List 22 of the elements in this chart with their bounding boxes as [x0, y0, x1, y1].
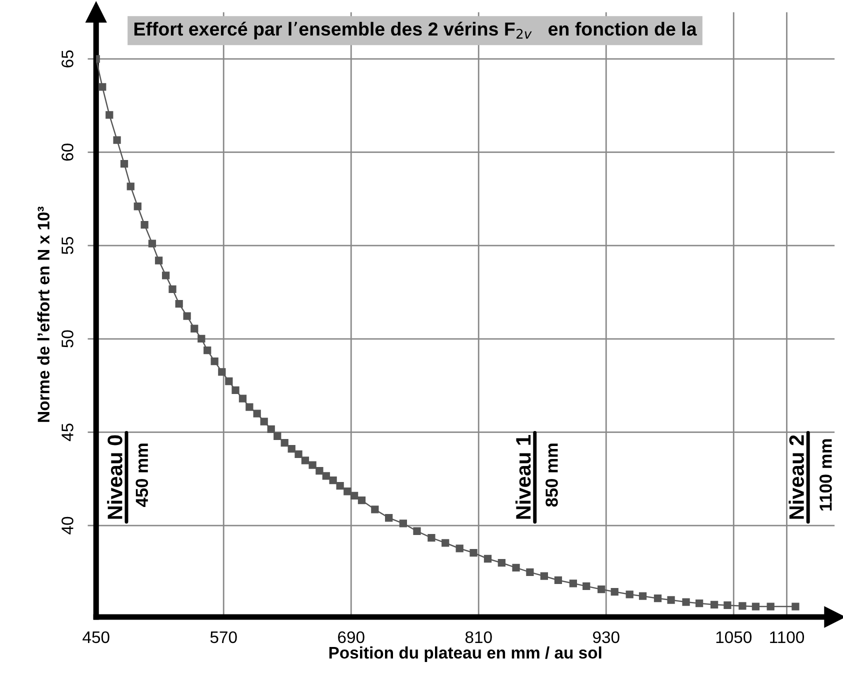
y-axis-title: Norme de l’effort en N x 10³: [37, 206, 50, 422]
chart-title: Effort exercé par l’ensemble des 2 vérins F$_{2v}$ en fonction de la: [134, 22, 697, 40]
annotation: 850 mm: [546, 444, 558, 507]
annotation: Niveau 0: [107, 435, 122, 519]
annotation: Niveau 2: [788, 435, 804, 519]
y-tick-label: 65: [62, 50, 74, 68]
y-tick-label: 60: [62, 144, 74, 161]
x-tick-label: 930: [593, 631, 620, 644]
x-tick-label: 570: [210, 631, 237, 644]
y-tick-label: 40: [62, 516, 74, 534]
x-axis-title: Position du plateau en mm / au sol: [329, 646, 602, 662]
annotation: 1100 mm: [820, 439, 832, 510]
x-tick-label: 690: [338, 631, 364, 644]
x-tick-label: 1050: [716, 631, 752, 644]
y-tick-label: 50: [62, 330, 74, 348]
annotation: 450 mm: [136, 444, 148, 507]
x-tick-label: 1100: [770, 631, 804, 644]
x-tick-label: 450: [82, 631, 110, 644]
annotation: Niveau 1: [515, 435, 531, 519]
x-tick-label: 810: [465, 631, 492, 644]
y-tick-label: 55: [62, 236, 74, 254]
y-tick-label: 45: [62, 424, 74, 442]
